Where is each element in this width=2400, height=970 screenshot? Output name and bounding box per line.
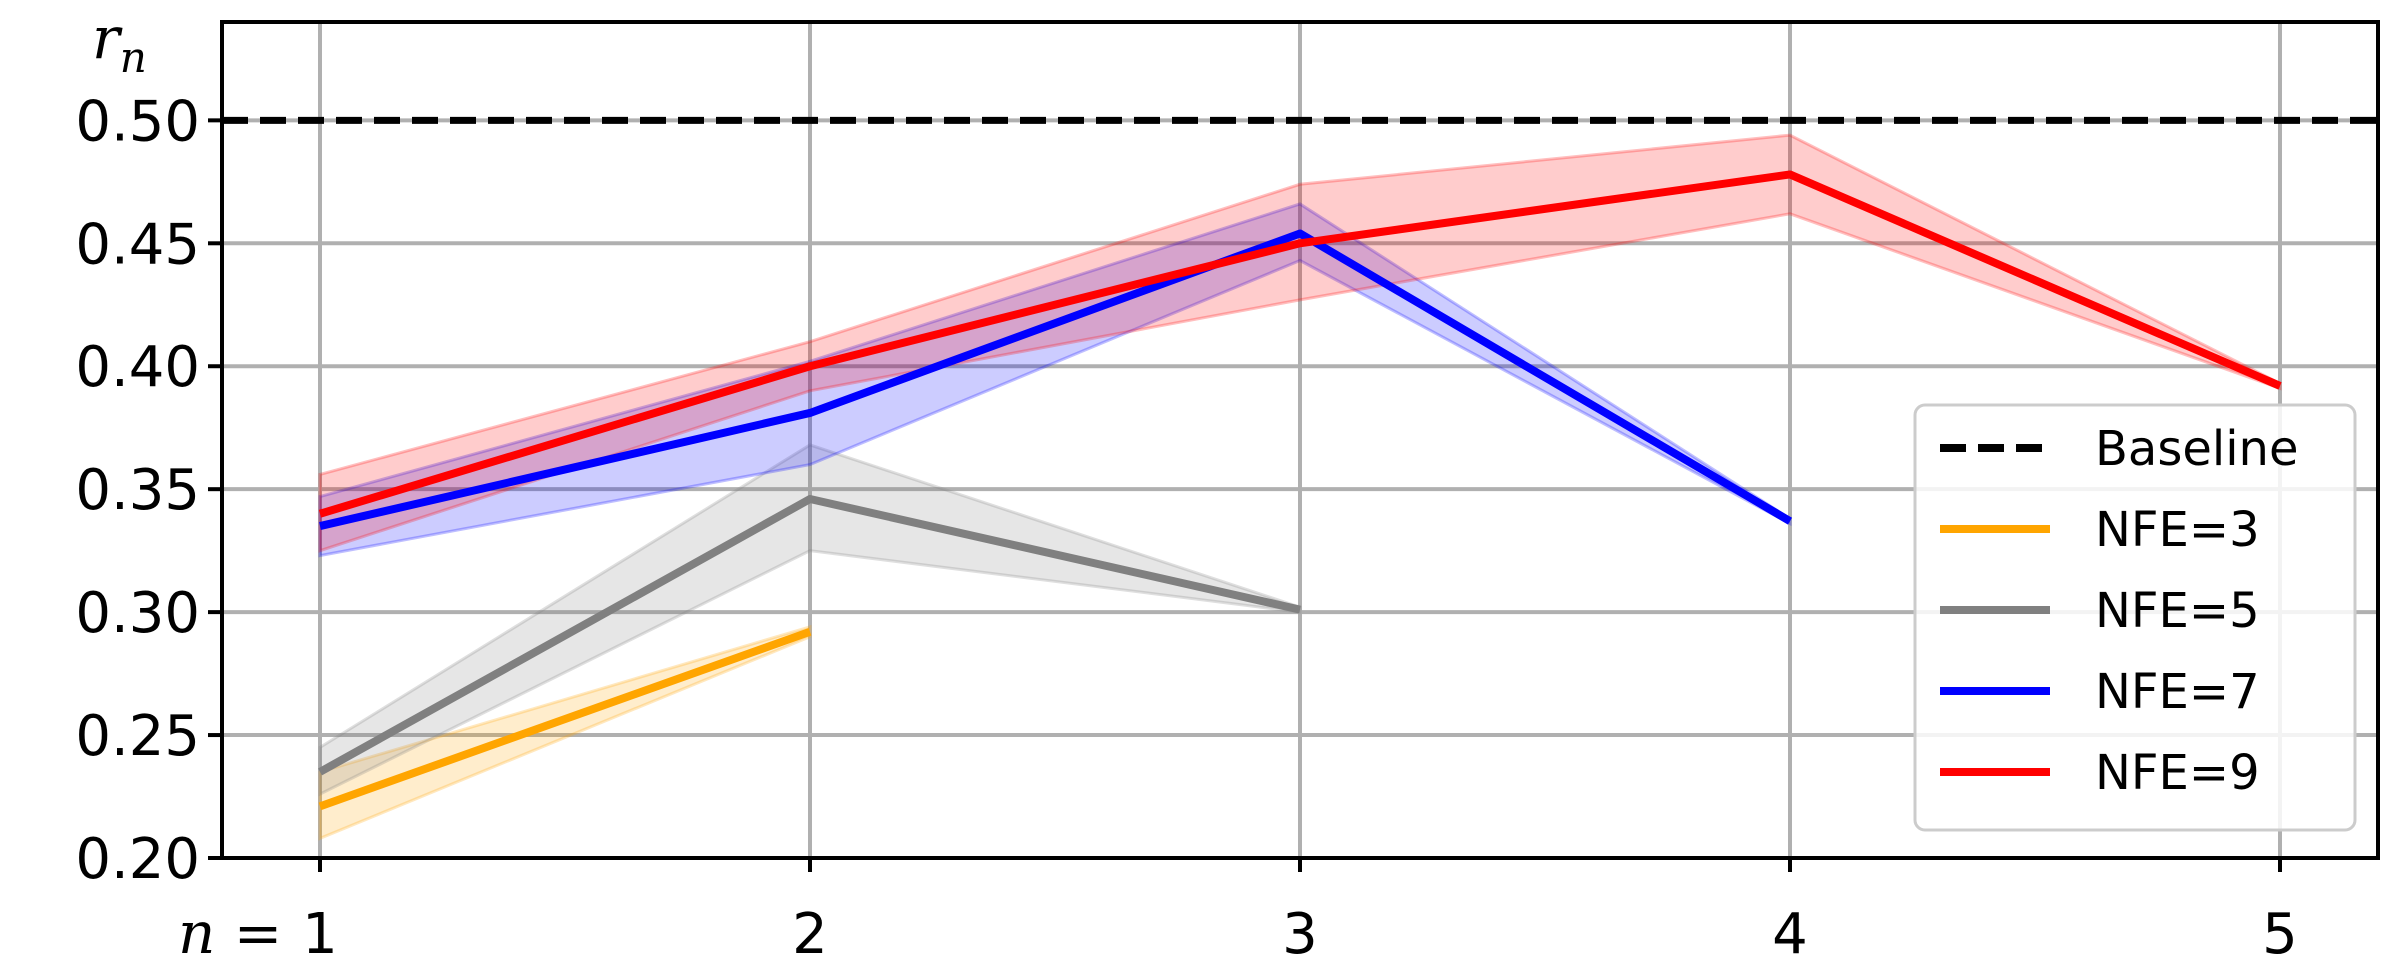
- y-tick-label: 0.25: [75, 704, 200, 769]
- series-lines: [222, 116, 2378, 811]
- band-nfe-3: [318, 624, 812, 841]
- band-nfe-5: [318, 443, 1302, 797]
- x-tick-label: 3: [1282, 902, 1318, 967]
- x-axis-label: n =: [178, 899, 282, 967]
- series-line-nfe-9: [318, 170, 2282, 518]
- y-tick-label: 0.30: [75, 581, 200, 646]
- legend-entry-label: NFE=7: [2095, 664, 2260, 720]
- legend-box: [1913, 403, 2357, 832]
- x-tick-label: 4: [1772, 902, 1808, 967]
- x-tick-label: 5: [2262, 902, 2298, 967]
- legend-entry-label: NFE=9: [2095, 745, 2260, 801]
- axis-ticks: 1 2 3 4 5 0.20 0.25 0.30 0.35 0.40 0.45 0.50: [75, 89, 2298, 967]
- band-nfe-7: [318, 202, 1792, 558]
- series-line-nfe-5: [318, 495, 1301, 776]
- legend-entry-label: NFE=3: [2095, 502, 2260, 558]
- legend-entry-label: NFE=5: [2095, 583, 2260, 639]
- y-tick-label: 0.40: [75, 335, 200, 400]
- x-tick-label: 1: [302, 902, 338, 967]
- legend: Baseline NFE=3 NFE=5 NFE=7 NFE=9: [1913, 403, 2357, 832]
- x-tick-label: 2: [792, 902, 828, 967]
- y-axis-label: rn: [92, 4, 147, 82]
- band-nfe-9: [318, 133, 2282, 553]
- y-tick-label: 0.45: [75, 212, 200, 277]
- legend-entry-label: Baseline: [2095, 421, 2299, 477]
- y-tick-label: 0.50: [75, 89, 200, 154]
- series-line-nfe-3: [318, 628, 812, 811]
- series-line-nfe-7: [319, 229, 1793, 530]
- confidence-bands: [318, 133, 2282, 841]
- y-tick-label: 0.35: [75, 458, 200, 523]
- y-tick-label: 0.20: [75, 827, 200, 892]
